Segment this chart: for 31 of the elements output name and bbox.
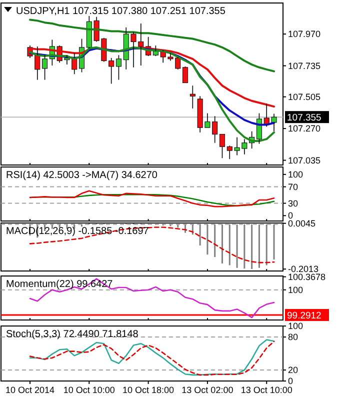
y-tick-label: 0 [288, 376, 294, 386]
y-tick-label: 100 [288, 284, 304, 295]
y-tick-label: 107.035 [288, 155, 321, 166]
y-tick-label: 107.270 [288, 124, 321, 134]
y-tick-label: 70 [288, 182, 298, 192]
y-tick-label: 107.505 [288, 92, 321, 102]
y-tick-label: 20 [288, 365, 298, 375]
y-tick-label: 107.970 [288, 29, 321, 40]
y-tick-label: -0.2013 [288, 264, 319, 274]
line-series [29, 190, 275, 208]
chart-title: Stoch(5,3,3) 72.4490 71.8148 [6, 329, 139, 340]
chart-title: RSI(14) 42.5003 ->MA(7) 34.6270 [6, 170, 158, 181]
line-series [29, 18, 275, 72]
ref-line-label: 99.2912 [287, 310, 322, 322]
ref-line-label: 107.355 [287, 112, 322, 124]
y-tick-label: 100 [288, 169, 304, 180]
y-tick-label: 30 [288, 198, 298, 208]
chart-title: USDJPY,H1 107.315 107.380 107.251 107.355 [16, 6, 226, 17]
x-tick-label: 13 Oct 10:00 [240, 385, 292, 395]
y-tick-label: 80 [288, 332, 298, 342]
x-tick-label: 13 Oct 02:00 [182, 385, 234, 395]
x-tick-label: 10 Oct 2014 [5, 385, 55, 395]
y-tick-label: 100 [288, 321, 304, 331]
chart-title: MACD(12,26,9) -0.1585 -0.1697 [6, 226, 150, 237]
y-tick-label: 0 [288, 210, 294, 221]
y-tick-label: 100.3678 [288, 272, 326, 282]
y-tick-label: 107.735 [288, 60, 321, 71]
x-tick-label: 10 Oct 18:00 [122, 385, 174, 395]
x-tick-label: 10 Oct 10:00 [63, 385, 115, 395]
line-series [29, 46, 275, 142]
y-tick-label: 0.0045 [288, 218, 316, 228]
